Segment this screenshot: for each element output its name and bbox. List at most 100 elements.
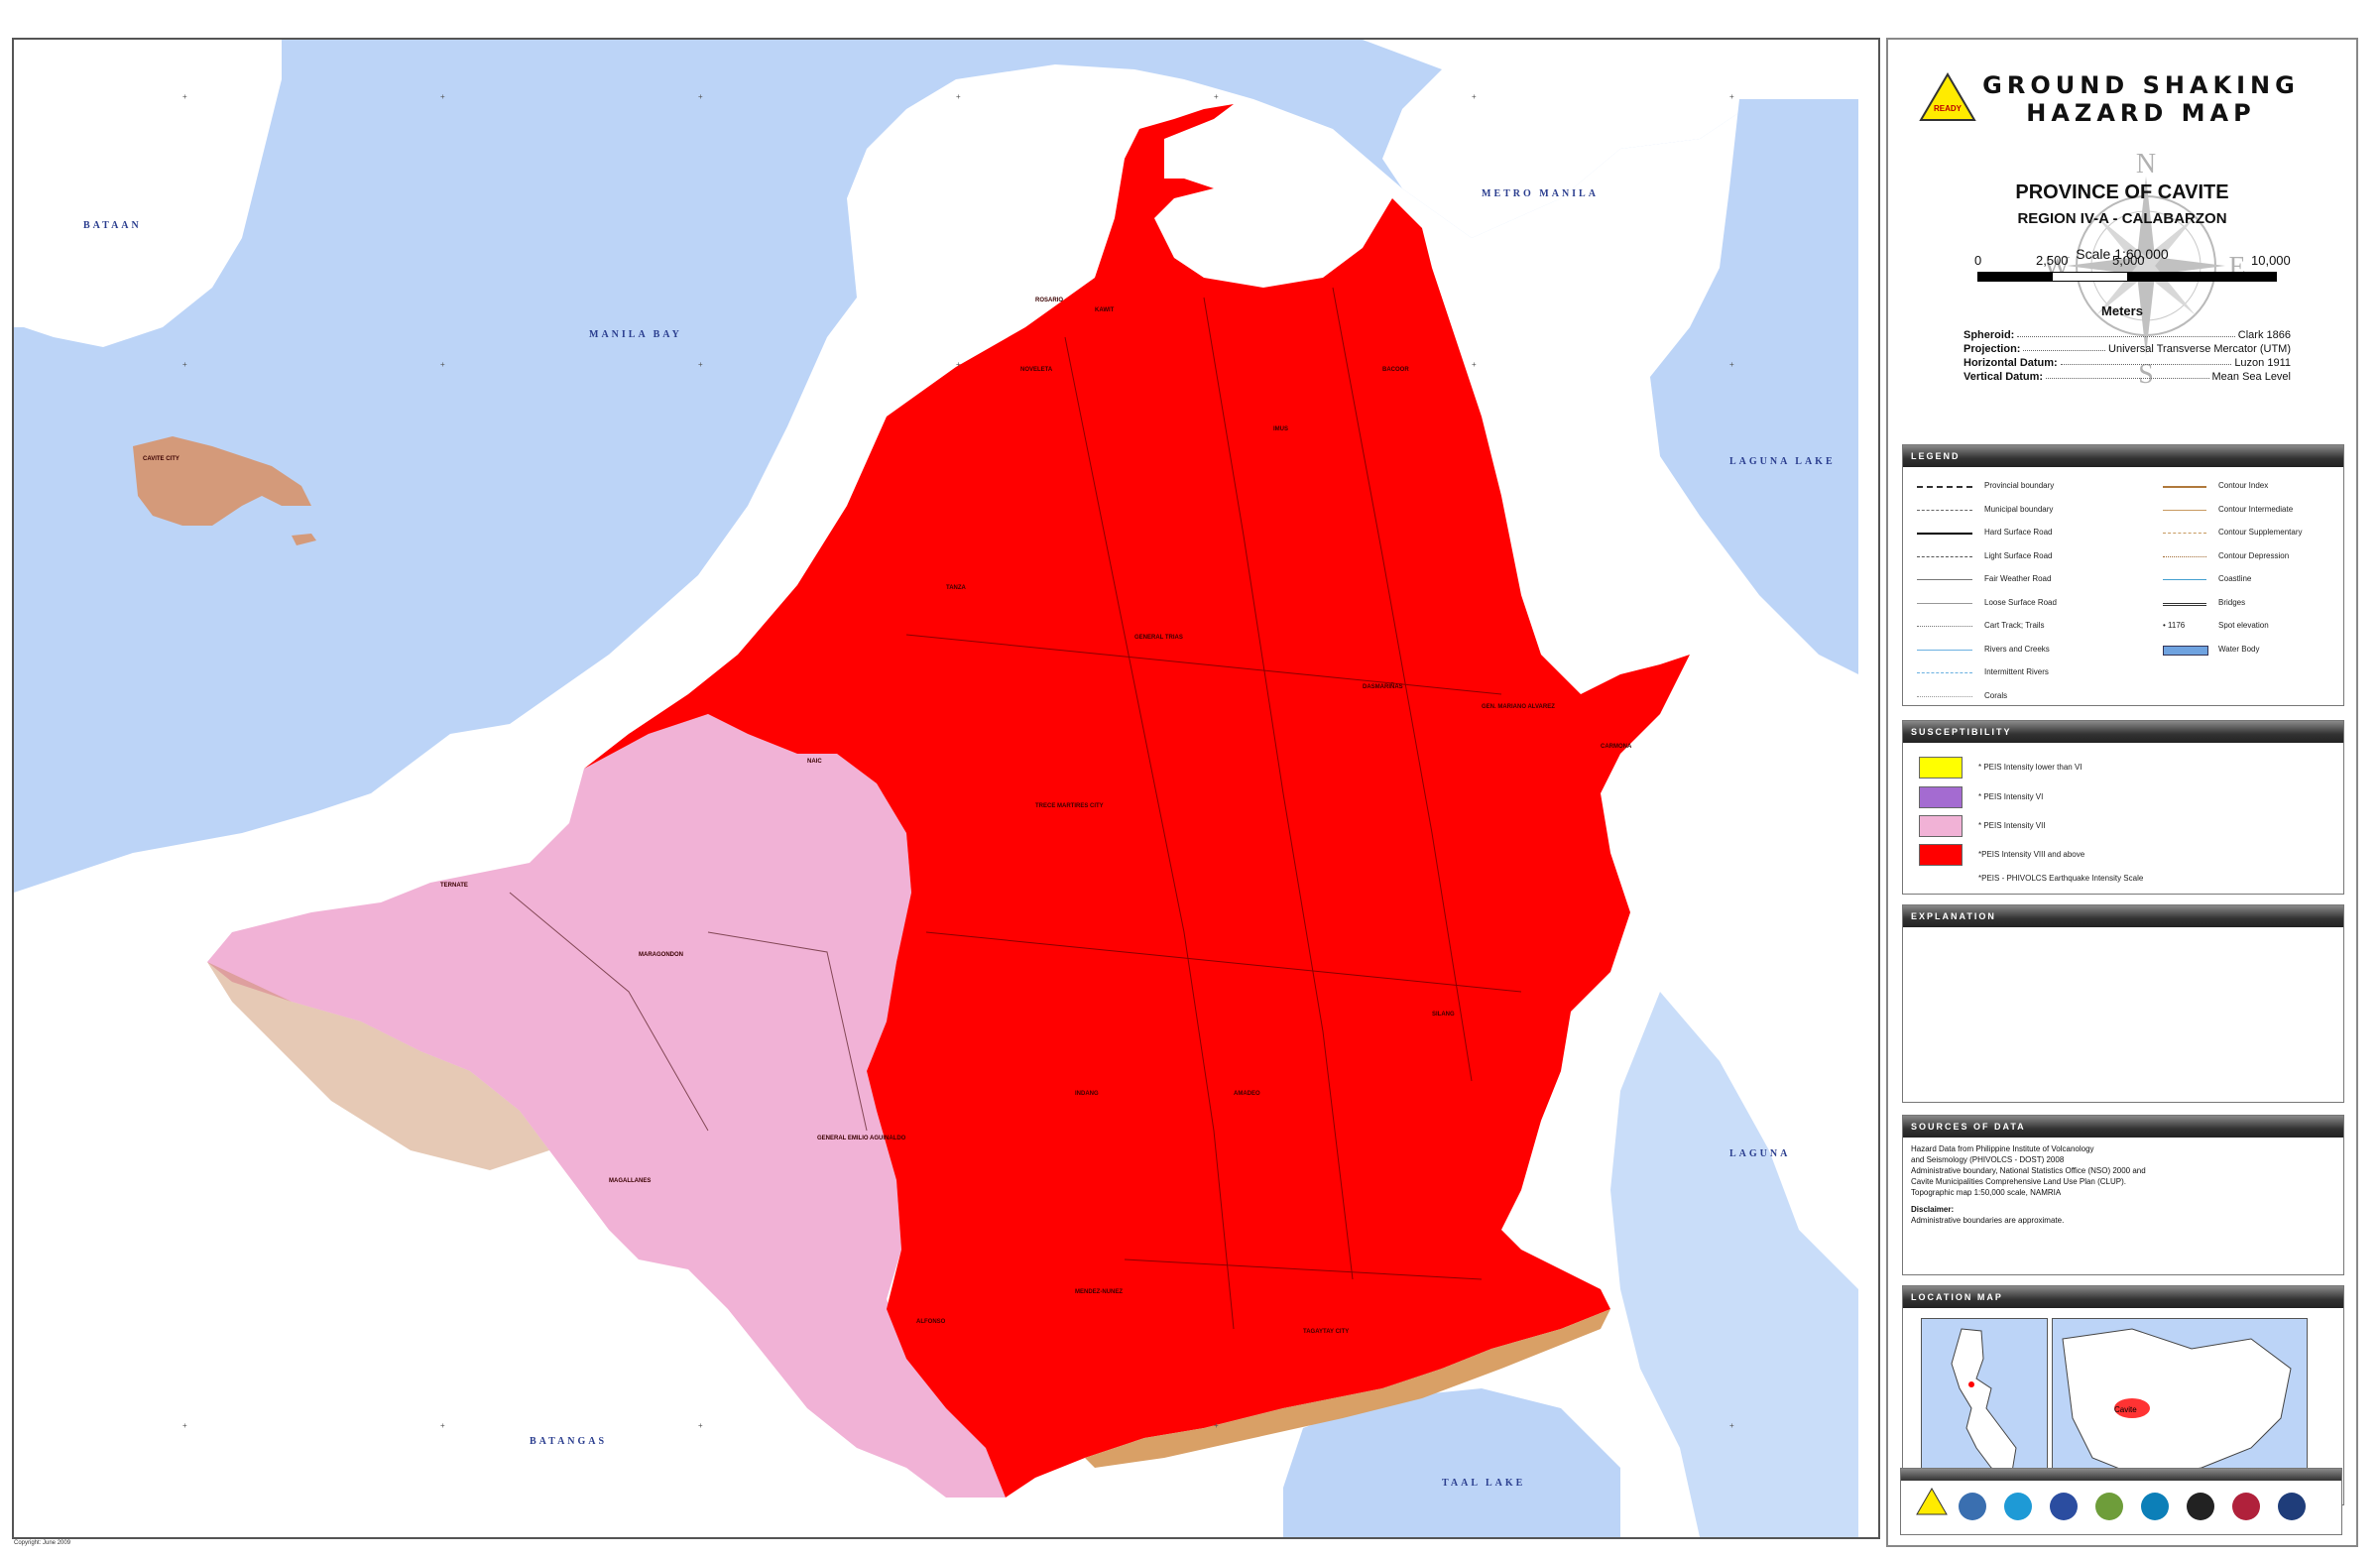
svg-text:N: N	[2136, 149, 2156, 180]
legend-symbol	[2163, 555, 2206, 557]
label-tagaytay: TAGAYTAY CITY	[1303, 1329, 1350, 1335]
source-line: Cavite Municipalities Comprehensive Land…	[1911, 1177, 2126, 1186]
disclaimer-text: Administrative boundaries are approximat…	[1911, 1216, 2065, 1225]
legend-symbol	[2163, 486, 2206, 488]
label-alfonso: ALFONSO	[916, 1319, 946, 1325]
label-metro-manila: METRO MANILA	[1482, 188, 1599, 199]
scale-ratio: Scale 1:60,000	[2076, 246, 2169, 262]
legend-item-label: Rivers and Creeks	[1984, 644, 2050, 654]
label-noveleta: NOVELETA	[1020, 367, 1053, 373]
geodetic-value: Luzon 1911	[2234, 357, 2291, 369]
legend-symbol	[2163, 533, 2206, 534]
label-gen-aguinaldo: GENERAL EMILIO AGUINALDO	[817, 1136, 906, 1141]
label-mendez: MENDEZ-NUNEZ	[1075, 1289, 1123, 1295]
svg-text:+: +	[1729, 360, 1734, 369]
legend-symbol	[1917, 695, 1972, 697]
agency-logos-row	[1900, 1468, 2342, 1535]
region-inset-map[interactable]: Cavite	[2052, 1318, 2308, 1495]
geodetic-row: Projection: Universal Transverse Mercator…	[1964, 343, 2291, 355]
scale-tick-0: 0	[1974, 253, 1982, 268]
mgb-logo-icon	[2095, 1493, 2123, 1520]
ausaid-logo-icon	[2278, 1493, 2306, 1520]
svg-text:+: +	[956, 92, 961, 101]
svg-text:+: +	[1729, 92, 1734, 101]
province-title: PROVINCE OF CAVITE	[2015, 181, 2229, 203]
svg-text:+: +	[698, 92, 703, 101]
susceptibility-box: SUSCEPTIBILITY * PEIS Intensity lower th…	[1902, 720, 2344, 895]
svg-text:+: +	[1214, 92, 1219, 101]
philippines-inset-map[interactable]	[1921, 1318, 2048, 1495]
legend-symbol	[1917, 486, 1972, 488]
taal-lake-water	[1283, 1388, 1620, 1537]
legend-item-label: Contour Depression	[2218, 550, 2290, 560]
small-island	[292, 534, 316, 545]
label-batangas: BATANGAS	[530, 1436, 608, 1447]
legend-symbol	[1917, 509, 1972, 511]
legend-symbol	[1917, 533, 1972, 535]
map-frame[interactable]: + + + + + + + + + + + + + + + + + + BATAAN MANILA BAY M…	[12, 38, 1880, 1539]
intensity-viii-zone	[584, 104, 1690, 1498]
svg-text:READY: READY	[1934, 104, 1963, 113]
label-laguna-lake: LAGUNA LAKE	[1729, 456, 1836, 467]
label-trece: TRECE MARTIRES CITY	[1035, 803, 1104, 809]
label-magallanes: MAGALLANES	[609, 1178, 652, 1184]
geodetic-value: Mean Sea Level	[2211, 371, 2292, 383]
explanation-box: EXPLANATION	[1902, 904, 2344, 1103]
legend-item-label: Loose Surface Road	[1984, 597, 2057, 607]
cavite-city-island	[133, 436, 311, 526]
calabarzon-outline-icon: Cavite	[2062, 1328, 2292, 1479]
scale-bar: 0 2,500 5,000 10,000	[1974, 253, 2291, 282]
disclaimer-title: Disclaimer:	[1911, 1205, 1955, 1214]
inset-cavite-label: Cavite	[2114, 1405, 2137, 1414]
geodetic-value: Clark 1866	[2237, 329, 2291, 341]
legend-item-label: Contour Supplementary	[2218, 528, 2303, 537]
laguna-lake-water	[1650, 99, 1858, 674]
water-body-swatch	[2163, 645, 2208, 656]
label-silang: SILANG	[1432, 1012, 1455, 1018]
sources-text: Hazard Data from Philippine Institute of…	[1911, 1143, 2146, 1226]
susceptibility-header: SUSCEPTIBILITY	[1903, 721, 2343, 743]
scale-tick-1: 2,500	[2036, 253, 2069, 268]
label-manila-bay: MANILA BAY	[589, 329, 682, 340]
svg-text:+: +	[698, 1421, 703, 1430]
hazard-map-canvas[interactable]: + + + + + + + + + + + + + + + + + +	[14, 40, 1878, 1537]
source-line: Topographic map 1:50,000 scale, NAMRIA	[1911, 1188, 2062, 1197]
legend-symbol	[1917, 602, 1972, 604]
label-gma: GEN. MARIANO ALVAREZ	[1482, 704, 1555, 710]
hazard-warning-icon: READY	[1919, 72, 1976, 121]
legend-item-label: Bridges	[2218, 597, 2246, 607]
geodetic-label: Vertical Datum:	[1964, 371, 2044, 383]
laguna-bay-lower	[1610, 992, 1858, 1537]
legend-symbol	[2163, 602, 2206, 606]
label-dasmarinas: DASMARIÑAS	[1363, 684, 1403, 690]
map-info-panel: READY GROUND SHAKING HAZARD MAP N S W E …	[1886, 38, 2358, 1547]
geodetic-row: Horizontal Datum: Luzon 1911	[1964, 357, 2291, 369]
swatch-intensity-vi	[1919, 786, 1963, 808]
intensity-vii-zone	[207, 714, 1015, 1498]
svg-text:+: +	[440, 1421, 445, 1430]
label-carmona: CARMONA	[1601, 744, 1632, 750]
svg-text:+: +	[1214, 1421, 1219, 1430]
label-intensity-lower-vi: * PEIS Intensity lower than VI	[1978, 763, 2082, 772]
phivolcs-logo-icon	[1959, 1493, 1986, 1520]
municipal-boundaries	[509, 287, 1522, 1330]
terrain-shading-south	[1085, 1309, 1610, 1468]
title-block: READY GROUND SHAKING HAZARD MAP N S W E …	[1888, 40, 2356, 436]
logos-header-bar	[1901, 1469, 2341, 1481]
legend-item-label: Water Body	[2218, 644, 2260, 654]
label-gen-trias: GENERAL TRIAS	[1134, 635, 1183, 641]
manila-bay-water	[14, 40, 1858, 893]
label-kawit: KAWIT	[1095, 307, 1115, 313]
label-taal-lake: TAAL LAKE	[1442, 1478, 1526, 1489]
geodetic-label: Projection:	[1964, 343, 2021, 355]
svg-text:+: +	[1472, 360, 1477, 369]
label-amadeo: AMADEO	[1234, 1091, 1260, 1097]
pagasa-logo-icon	[2141, 1493, 2169, 1520]
spot-elevation-symbol: • 1176	[2163, 621, 2186, 630]
svg-text:+: +	[182, 360, 187, 369]
legend-item-label: Intermittent Rivers	[1984, 667, 2049, 676]
label-bataan: BATAAN	[83, 220, 142, 231]
legend-item-label: Contour Intermediate	[2218, 504, 2294, 514]
region-title: REGION IV-A - CALABARZON	[2017, 210, 2227, 227]
label-bacoor: BACOOR	[1382, 367, 1409, 373]
